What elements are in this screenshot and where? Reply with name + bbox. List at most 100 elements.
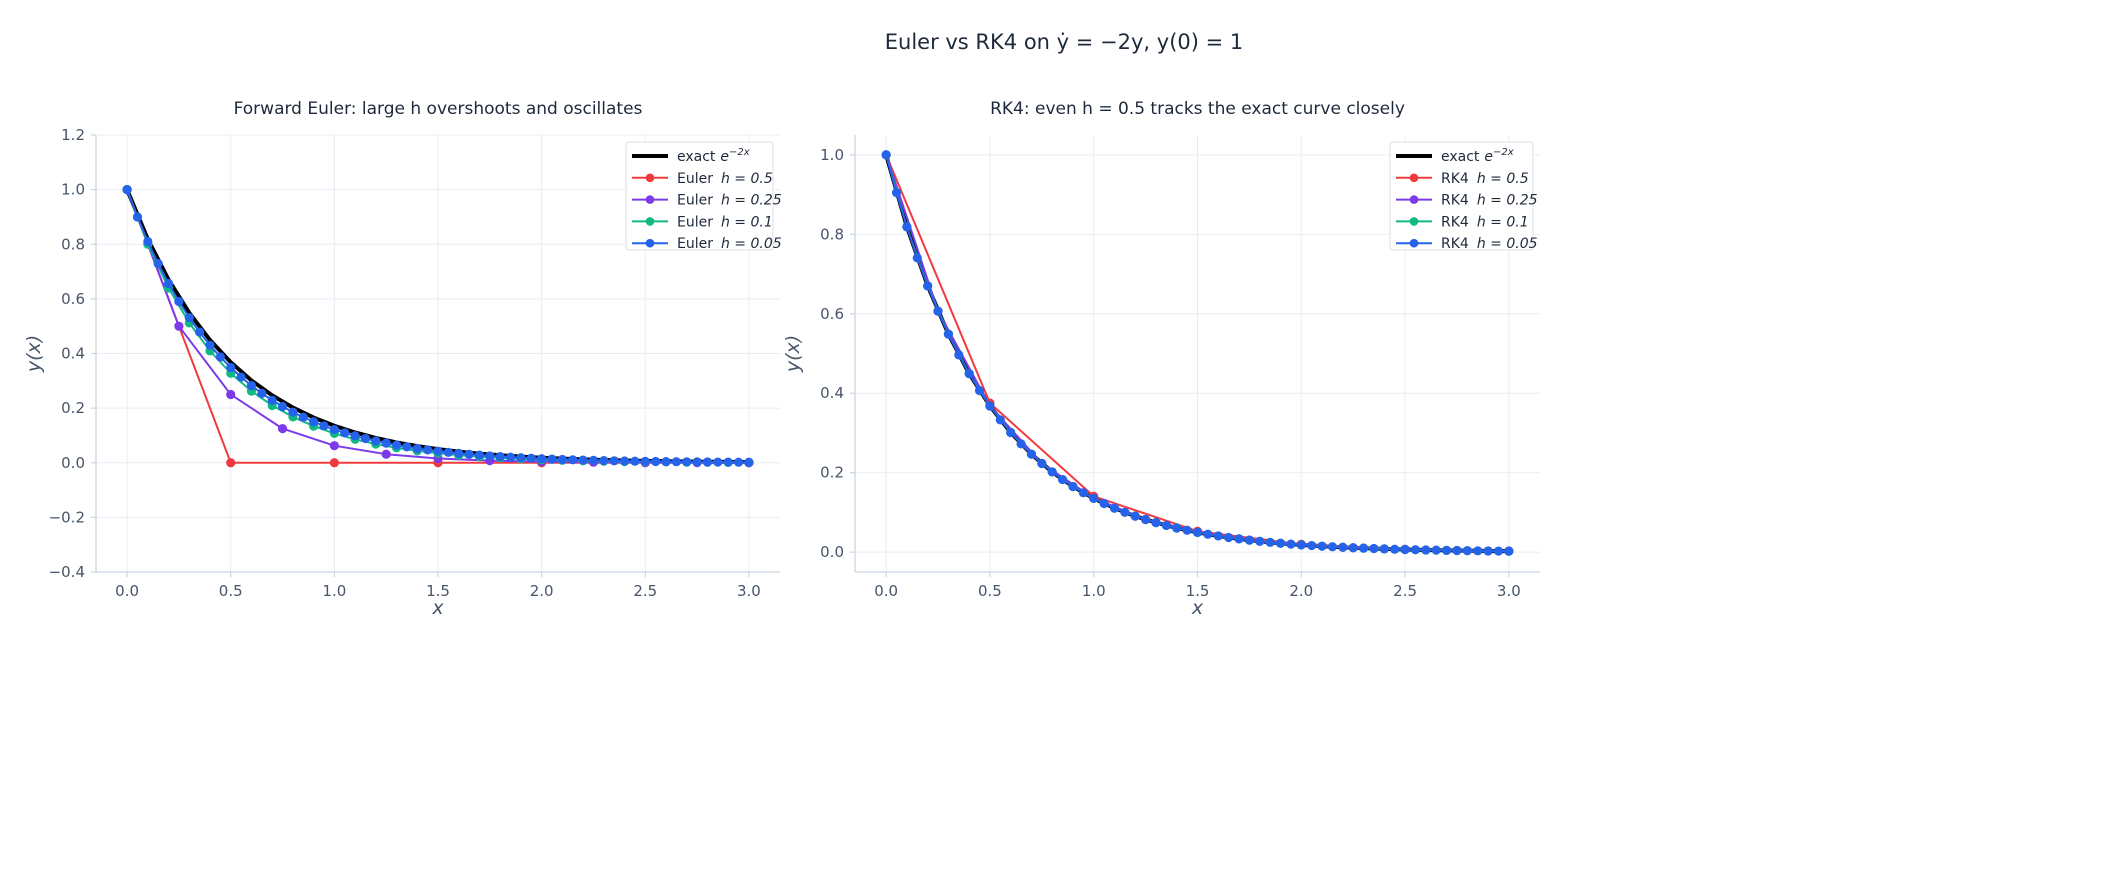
data-point [163, 278, 174, 289]
data-point [1130, 511, 1140, 521]
data-point [1203, 529, 1213, 539]
data-point [226, 458, 236, 468]
data-point [557, 454, 567, 465]
legend-box [625, 141, 774, 251]
legend-series-name: Euler [677, 236, 713, 252]
data-point [1182, 525, 1192, 535]
data-point [661, 457, 671, 467]
data-point [340, 428, 350, 438]
y-tick-label: −0.2 [49, 508, 85, 526]
data-point [1400, 544, 1410, 555]
legend-exact-name: exact [1441, 149, 1480, 165]
data-point [912, 253, 922, 263]
data-point [599, 455, 609, 466]
legend-marker [1409, 217, 1419, 226]
legend-series-name: RK4 [1441, 193, 1469, 209]
legend-exact-exponent: −2x [1493, 147, 1514, 158]
data-point [350, 431, 360, 441]
data-point [692, 457, 702, 467]
data-point [1109, 503, 1120, 513]
data-point [923, 281, 933, 291]
data-point [609, 456, 619, 466]
legend-label: RK4 h = 0.5 [1441, 171, 1529, 187]
data-point [1493, 546, 1504, 556]
legend-label: RK4 h = 0.25 [1441, 193, 1538, 209]
y-tick-label: 0.4 [61, 345, 85, 363]
data-point [964, 369, 974, 379]
legend-series-param: h = 0.5 [1477, 171, 1529, 187]
data-point [1452, 545, 1462, 556]
x-tick-label: 2.0 [530, 582, 554, 600]
data-point [464, 449, 474, 459]
y-tick-label: 0.0 [820, 543, 844, 561]
data-point [1265, 537, 1275, 547]
data-point [1307, 540, 1317, 551]
data-point [1151, 518, 1161, 528]
x-tick-label: 0.5 [978, 582, 1002, 600]
x-tick-label: 2.5 [633, 582, 657, 600]
subplot-title: RK4: even h = 0.5 tracks the exact curve… [990, 99, 1405, 119]
data-point [1462, 546, 1472, 556]
data-point [933, 306, 943, 316]
x-axis-label: x [1191, 597, 1204, 619]
legend-series-name: RK4 [1441, 214, 1469, 230]
data-point [1286, 539, 1296, 549]
y-tick-label: 0.8 [61, 235, 85, 253]
data-point [246, 381, 257, 391]
data-point [578, 455, 588, 465]
data-point [1431, 545, 1441, 555]
legend-series-param: h = 0.05 [1477, 236, 1538, 252]
data-point [1369, 543, 1379, 554]
data-point [412, 443, 422, 454]
data-point [495, 452, 505, 462]
data-point [1504, 546, 1514, 556]
legend-series-param: h = 0.5 [721, 171, 773, 187]
data-point [267, 395, 277, 405]
data-point [1317, 541, 1327, 551]
data-point [205, 340, 215, 350]
data-point [298, 412, 308, 422]
y-tick-label: 1.0 [61, 181, 85, 199]
data-point [277, 401, 288, 412]
legend-label: Euler h = 0.1 [677, 214, 773, 230]
y-tick-label: 0.6 [820, 305, 844, 323]
data-point [1379, 544, 1389, 554]
data-point [1068, 481, 1078, 492]
data-point [985, 401, 995, 411]
legend-marker [645, 173, 655, 183]
data-point [1244, 535, 1254, 545]
legend-label: RK4 h = 0.05 [1441, 236, 1538, 252]
data-point [1483, 546, 1493, 556]
x-tick-label: 0.5 [219, 582, 243, 600]
y-tick-label: 0.6 [61, 290, 85, 308]
data-point [995, 415, 1005, 425]
figure-title: Euler vs RK4 on ẏ = −2y, y(0) = 1 [885, 30, 1244, 54]
data-point [881, 150, 891, 160]
data-point [226, 389, 236, 400]
data-point [1047, 467, 1057, 477]
data-point [1026, 449, 1037, 459]
data-point [1141, 514, 1151, 525]
data-point [902, 222, 912, 232]
legend-marker [645, 195, 655, 204]
x-tick-label: 1.5 [1186, 582, 1210, 600]
euler-panel: 0.0 0.5 1.0 1.5 2.0 2.5 3.0 −0.4 −0.2 0.0 0.2 0.4 0.… [23, 99, 782, 619]
data-point [1224, 532, 1234, 543]
data-point [195, 327, 205, 337]
data-point [423, 445, 433, 455]
data-point [1348, 543, 1358, 553]
series-rk4-0.05 [881, 150, 1514, 556]
x-tick-label: 2.0 [1289, 582, 1313, 600]
data-point [630, 456, 640, 466]
legend-label-exact: exact e−2x [677, 147, 750, 165]
legend-exact-base: e [1484, 149, 1493, 165]
legend-series-param: h = 0.05 [721, 236, 782, 252]
x-tick-label: 1.0 [322, 582, 346, 600]
data-point [640, 456, 650, 466]
legend-series-name: RK4 [1441, 236, 1469, 252]
data-point [1421, 545, 1431, 555]
data-point [723, 457, 733, 467]
y-tick-label: −0.4 [49, 563, 85, 581]
